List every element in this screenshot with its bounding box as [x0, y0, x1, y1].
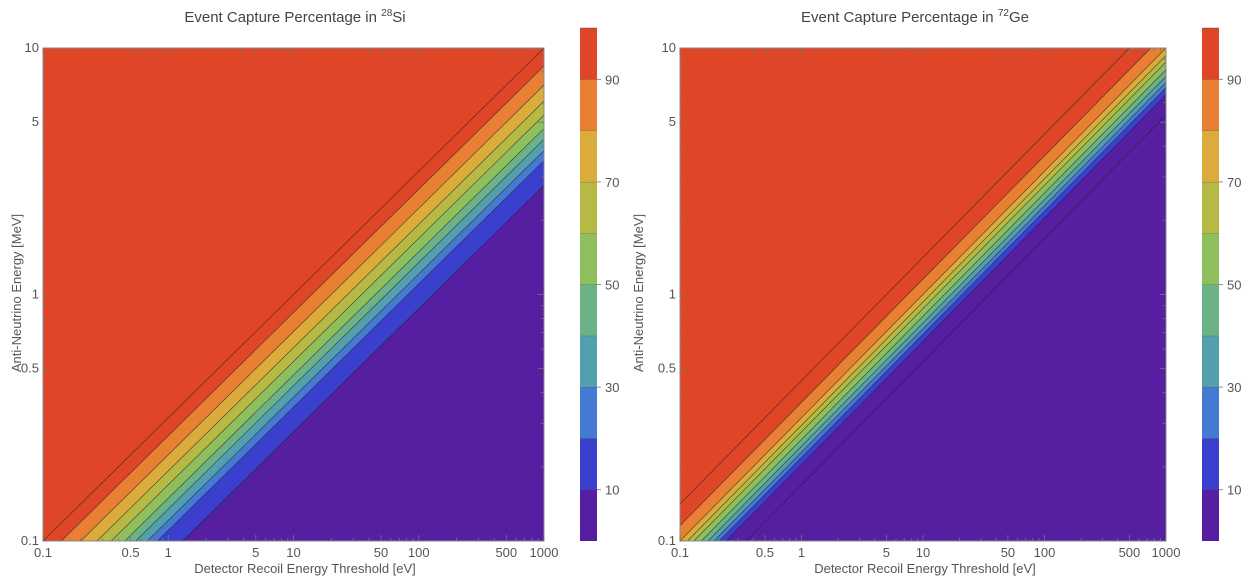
- contour-line-70: [96, 100, 544, 541]
- x-tick-label: 1: [798, 545, 805, 560]
- contour-line-70: [687, 55, 1166, 541]
- colorbar-swatch: [580, 79, 597, 131]
- ge-panel: Event Capture Percentage in 72Ge Detecto…: [631, 8, 1241, 576]
- colorbar-swatch: [1202, 181, 1219, 234]
- colorbar-tick-label: 10: [605, 483, 619, 498]
- contour-line-20: [718, 87, 1166, 541]
- contour-line-40: [707, 75, 1166, 541]
- colorbar-swatch: [580, 284, 597, 336]
- colorbar-tick-label: 50: [1227, 278, 1241, 293]
- colorbar-swatch: [1202, 233, 1219, 285]
- colorbar-swatch: [580, 130, 597, 182]
- contour-line-90: [680, 48, 1152, 527]
- y-tick-label: 10: [662, 40, 676, 55]
- x-tick-label: 50: [1001, 545, 1015, 560]
- contour-line-50: [124, 128, 544, 541]
- colorbar-swatch: [580, 438, 597, 490]
- y-tick-label: 5: [32, 114, 39, 129]
- x-tick-label: 100: [1034, 545, 1056, 560]
- y-tick-label: 0.1: [21, 533, 39, 548]
- y-tick-label: 1: [32, 287, 39, 302]
- colorbar-tick-label: 30: [1227, 380, 1241, 395]
- x-tick-label: 100: [408, 545, 430, 560]
- x-tick-label: 1000: [1152, 545, 1181, 560]
- contour-line-50: [701, 69, 1166, 541]
- contour-line-20: [157, 160, 544, 541]
- colorbar-swatch: [1202, 28, 1219, 80]
- contour-line-60: [693, 61, 1166, 541]
- x-tick-label: 1: [165, 545, 172, 560]
- colorbar-tick-label: 50: [605, 278, 619, 293]
- plot-area: [43, 48, 544, 541]
- contour-line-95: [680, 48, 1130, 505]
- contour-line-30: [147, 150, 544, 541]
- contour-line-30: [713, 81, 1166, 541]
- contour-line-60: [110, 114, 544, 541]
- colorbar-swatch: [1202, 79, 1219, 131]
- colorbar-tick-label: 90: [1227, 72, 1241, 87]
- colorbar-tick-label: 30: [605, 380, 619, 395]
- colorbar-swatch: [1202, 335, 1219, 388]
- y-tick-label: 0.5: [658, 361, 676, 376]
- contour-line-10: [725, 94, 1166, 541]
- si-panel: Event Capture Percentage in 28Si Detecto…: [9, 8, 619, 576]
- contour-line-80: [680, 48, 1166, 541]
- x-tick-label: 0.5: [756, 545, 774, 560]
- x-tick-label: 5: [252, 545, 259, 560]
- x-tick-label: 5: [883, 545, 890, 560]
- contour-line-95: [43, 48, 544, 541]
- plot-area: [680, 48, 1166, 541]
- x-axis-label: Detector Recoil Energy Threshold [eV]: [194, 561, 416, 576]
- colorbar-swatch: [1202, 387, 1219, 439]
- contour-line-5: [745, 114, 1166, 541]
- x-tick-label: 50: [374, 545, 388, 560]
- x-tick-label: 500: [1119, 545, 1141, 560]
- chart-title: Event Capture Percentage in 28Si: [184, 8, 405, 26]
- colorbar-tick-label: 70: [605, 175, 619, 190]
- contour-line-40: [135, 138, 544, 541]
- colorbar-swatch: [580, 387, 597, 439]
- colorbar-swatch: [580, 335, 597, 388]
- x-tick-label: 10: [916, 545, 930, 560]
- colorbar-swatch: [1202, 284, 1219, 336]
- y-tick-label: 0.1: [658, 533, 676, 548]
- colorbar-tick-label: 10: [1227, 483, 1241, 498]
- colorbar-tick-label: 70: [1227, 175, 1241, 190]
- contour-line-10: [182, 184, 544, 541]
- colorbar-swatch: [1202, 438, 1219, 490]
- chart-title: Event Capture Percentage in 72Ge: [801, 8, 1029, 26]
- contour-line-80: [80, 84, 544, 541]
- colorbar-swatch: [580, 233, 597, 285]
- colorbar-swatch: [1202, 130, 1219, 182]
- x-tick-label: 500: [495, 545, 517, 560]
- y-axis-label: Anti-Neutrino Energy [MeV]: [631, 214, 646, 372]
- colorbar-tick-label: 90: [605, 72, 619, 87]
- y-tick-label: 10: [25, 40, 39, 55]
- y-tick-label: 0.5: [21, 361, 39, 376]
- contour-line-90: [61, 65, 544, 541]
- colorbar-swatch: [580, 28, 597, 80]
- colorbar-swatch: [580, 181, 597, 234]
- x-tick-label: 0.1: [671, 545, 689, 560]
- x-tick-label: 0.5: [122, 545, 140, 560]
- y-axis-label: Anti-Neutrino Energy [MeV]: [9, 214, 24, 372]
- x-axis-label: Detector Recoil Energy Threshold [eV]: [814, 561, 1036, 576]
- x-tick-label: 1000: [530, 545, 559, 560]
- x-tick-label: 10: [286, 545, 300, 560]
- y-tick-label: 5: [669, 114, 676, 129]
- x-tick-label: 0.1: [34, 545, 52, 560]
- y-tick-label: 1: [669, 287, 676, 302]
- colorbar-swatch: [580, 489, 597, 541]
- colorbar-swatch: [1202, 489, 1219, 541]
